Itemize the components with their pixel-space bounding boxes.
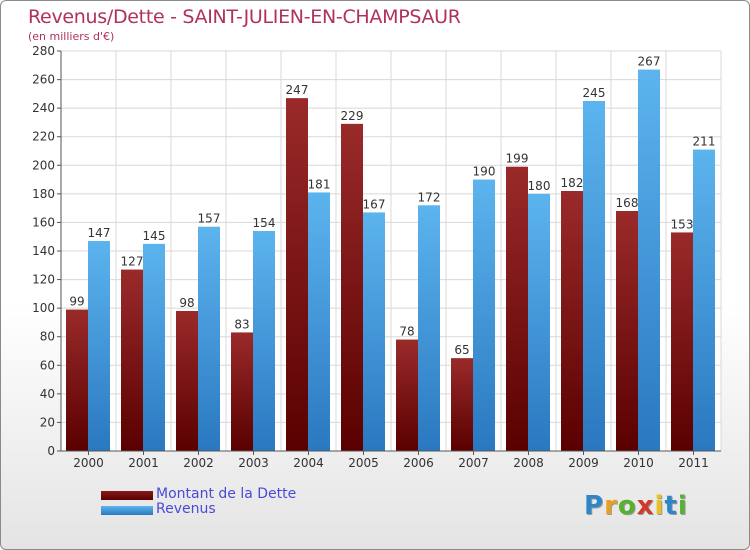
data-label: 83	[234, 317, 249, 331]
data-label: 181	[308, 177, 331, 191]
x-tick-label: 2003	[238, 456, 269, 470]
data-label: 145	[143, 229, 166, 243]
x-tick-label: 2004	[293, 456, 324, 470]
y-tick-label: 140	[32, 244, 55, 258]
bar-debt	[396, 339, 418, 451]
data-label: 168	[616, 196, 639, 210]
logo-letter: i	[654, 491, 665, 521]
data-label: 172	[418, 190, 441, 204]
bar-debt	[66, 309, 88, 451]
x-tick-label: 2011	[678, 456, 709, 470]
bar-debt	[561, 191, 583, 451]
bar-revenue	[638, 69, 660, 452]
data-label: 180	[528, 179, 551, 193]
data-label: 190	[473, 165, 496, 179]
y-tick-label: 40	[40, 387, 55, 401]
legend-label-debt: Montant de la Dette	[156, 486, 297, 502]
y-tick-label: 0	[47, 444, 55, 458]
bar-debt	[671, 232, 693, 451]
x-tick-label: 2002	[183, 456, 214, 470]
chart-subtitle: (en milliers d'€)	[28, 30, 115, 43]
data-label: 167	[363, 197, 386, 211]
bar-debt	[176, 311, 198, 451]
x-tick-label: 2007	[458, 456, 489, 470]
data-label: 127	[121, 255, 144, 269]
bar-revenue	[528, 193, 550, 451]
data-label: 229	[341, 109, 364, 123]
y-tick-label: 280	[32, 44, 55, 58]
chart-title: Revenus/Dette - SAINT-JULIEN-EN-CHAMPSAU…	[28, 6, 461, 28]
x-tick-label: 2008	[513, 456, 544, 470]
bar-revenue	[473, 179, 495, 452]
x-tick-label: 2000	[73, 456, 104, 470]
data-label: 267	[638, 55, 661, 69]
bar-debt	[451, 358, 473, 451]
logo-letter: r	[604, 491, 618, 521]
logo-letter: t	[664, 491, 678, 521]
legend-label-revenue: Revenus	[156, 501, 216, 517]
data-label: 153	[671, 217, 694, 231]
bar-revenue	[363, 212, 385, 451]
logo-letter: x	[636, 491, 655, 521]
x-tick-label: 2010	[623, 456, 654, 470]
bar-debt	[341, 123, 363, 451]
data-label: 98	[179, 296, 194, 310]
data-label: 157	[198, 212, 221, 226]
y-tick-label: 120	[32, 273, 55, 287]
data-label: 99	[69, 295, 84, 309]
y-tick-label: 160	[32, 215, 55, 229]
y-tick-label: 260	[32, 73, 55, 87]
x-tick-label: 2005	[348, 456, 379, 470]
bar-revenue	[253, 231, 275, 451]
x-tick-label: 2009	[568, 456, 599, 470]
y-tick-label: 60	[40, 358, 55, 372]
logo-letter: i	[677, 491, 688, 521]
bar-revenue	[143, 243, 165, 451]
logo-letter: o	[617, 491, 637, 521]
data-label: 78	[399, 325, 414, 339]
bar-debt	[231, 332, 253, 451]
bar-revenue	[88, 241, 110, 451]
y-tick-label: 20	[40, 415, 55, 429]
logo-letter: P	[584, 491, 605, 521]
bar-debt	[616, 211, 638, 451]
bar-revenue	[418, 205, 440, 451]
data-label: 247	[286, 83, 309, 97]
y-tick-label: 200	[32, 158, 55, 172]
y-tick-label: 80	[40, 330, 55, 344]
bar-revenue	[693, 149, 715, 452]
bar-debt	[286, 98, 308, 452]
data-label: 154	[253, 216, 276, 230]
x-tick-label: 2001	[128, 456, 159, 470]
bar-debt	[506, 166, 528, 451]
legend-swatch-revenue	[101, 506, 153, 515]
y-tick-label: 220	[32, 130, 55, 144]
legend-swatch-debt	[101, 491, 153, 500]
bar-revenue	[583, 101, 605, 451]
data-label: 245	[583, 86, 606, 100]
data-label: 211	[693, 135, 716, 149]
x-tick-label: 2006	[403, 456, 434, 470]
bar-revenue	[198, 226, 220, 451]
data-label: 182	[561, 176, 584, 190]
data-label: 147	[88, 226, 111, 240]
y-tick-label: 240	[32, 101, 55, 115]
y-tick-label: 100	[32, 301, 55, 315]
bar-debt	[121, 269, 143, 451]
data-label: 199	[506, 152, 529, 166]
y-tick-label: 180	[32, 187, 55, 201]
data-label: 65	[454, 343, 469, 357]
bar-revenue	[308, 192, 330, 451]
proxiti-logo: Proxiti	[584, 491, 688, 521]
